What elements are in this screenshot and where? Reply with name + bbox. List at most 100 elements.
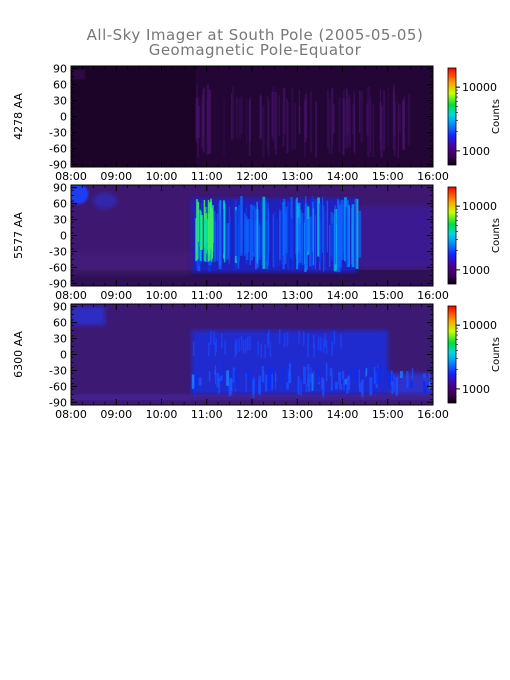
aurora-patch bbox=[365, 369, 367, 378]
aurora-patch bbox=[229, 378, 233, 396]
aurora-patch bbox=[423, 373, 426, 381]
aurora-streak bbox=[344, 197, 347, 262]
x-tick-label: 09:00 bbox=[100, 408, 132, 421]
streak bbox=[368, 86, 371, 157]
aurora-patch bbox=[386, 379, 389, 388]
aurora-streak bbox=[304, 211, 307, 263]
x-tick-label: 13:00 bbox=[281, 289, 313, 302]
streak bbox=[286, 103, 289, 154]
bright-streak bbox=[199, 210, 202, 248]
aurora-streak bbox=[291, 219, 294, 271]
x-tick-label: 14:00 bbox=[327, 408, 359, 421]
streak bbox=[315, 101, 317, 158]
streak bbox=[231, 93, 233, 140]
y-tick-label: -30 bbox=[49, 245, 67, 258]
aurora-streak bbox=[319, 203, 322, 263]
streak bbox=[291, 88, 294, 151]
aurora-patch bbox=[358, 382, 362, 392]
aurora-patch bbox=[263, 370, 265, 384]
aurora-streak bbox=[345, 206, 348, 267]
streak bbox=[262, 105, 265, 159]
aurora-patch bbox=[406, 371, 409, 389]
aurora-patch bbox=[228, 381, 231, 397]
x-tick-label: 15:00 bbox=[372, 289, 404, 302]
aurora-patch bbox=[395, 384, 399, 390]
y-tick-label: -90 bbox=[49, 277, 67, 290]
streak bbox=[393, 84, 395, 136]
streak bbox=[328, 97, 331, 155]
y-tick-label: 0 bbox=[60, 111, 67, 124]
streak bbox=[352, 103, 354, 135]
y-tick-label: -90 bbox=[49, 158, 67, 171]
aurora-streak bbox=[322, 196, 324, 253]
y-tick-label: -30 bbox=[49, 126, 67, 139]
aurora-streak bbox=[223, 203, 226, 263]
x-tick-label: 09:00 bbox=[100, 170, 132, 183]
colorbar-label: Counts bbox=[491, 218, 502, 253]
aurora-streak bbox=[250, 204, 253, 261]
y-tick-label: 90 bbox=[53, 301, 67, 314]
aurora-patch bbox=[288, 372, 292, 384]
bright-streak bbox=[207, 199, 210, 262]
streak bbox=[345, 92, 349, 149]
colorbar bbox=[447, 305, 457, 404]
streak bbox=[235, 97, 239, 139]
y-axis-label: 5577 AA bbox=[12, 212, 25, 259]
streak bbox=[344, 103, 346, 138]
aurora-patch bbox=[369, 377, 373, 396]
x-tick-label: 12:00 bbox=[236, 289, 268, 302]
aurora-patch bbox=[341, 371, 345, 380]
aurora-patch bbox=[365, 368, 368, 376]
streak bbox=[273, 91, 277, 151]
aurora-patch bbox=[245, 373, 247, 393]
y-tick-label: 30 bbox=[53, 333, 67, 346]
bright-streak bbox=[201, 215, 203, 250]
aurora-patch bbox=[376, 367, 380, 385]
streak bbox=[197, 105, 200, 138]
aurora-streak bbox=[295, 199, 297, 255]
aurora-streak bbox=[306, 218, 309, 252]
aurora-streak bbox=[252, 205, 256, 257]
x-tick-label: 10:00 bbox=[146, 289, 178, 302]
aurora-streak bbox=[351, 204, 355, 268]
y-tick-label: 30 bbox=[53, 214, 67, 227]
x-tick-label: 10:00 bbox=[146, 408, 178, 421]
aurora-patch bbox=[303, 366, 306, 385]
aurora-patch bbox=[344, 378, 348, 385]
aurora-patch bbox=[275, 372, 277, 390]
aurora-patch bbox=[268, 373, 271, 379]
aurora-streak bbox=[234, 210, 237, 256]
aurora-patch bbox=[192, 379, 196, 397]
y-tick-label: 0 bbox=[60, 230, 67, 243]
aurora-patch bbox=[428, 381, 431, 390]
aurora-streak bbox=[358, 210, 362, 258]
aurora-patch bbox=[400, 371, 403, 378]
y-tick-label: -90 bbox=[49, 396, 67, 409]
streak bbox=[268, 99, 270, 156]
x-tick-label: 14:00 bbox=[327, 170, 359, 183]
y-tick-label: -30 bbox=[49, 364, 67, 377]
aurora-patch bbox=[219, 375, 223, 382]
aurora-streak bbox=[273, 211, 276, 268]
aurora-streak bbox=[239, 196, 243, 256]
aurora-streak bbox=[328, 224, 331, 268]
aurora-patch bbox=[385, 365, 388, 380]
aurora-streak bbox=[267, 203, 269, 266]
aurora-patch bbox=[268, 370, 271, 389]
streak bbox=[209, 100, 212, 150]
x-tick-label: 15:00 bbox=[372, 408, 404, 421]
x-tick-label: 11:00 bbox=[191, 289, 223, 302]
y-axis-label: 4278 AA bbox=[12, 93, 25, 140]
x-tick-label: 12:00 bbox=[236, 408, 268, 421]
aurora-patch bbox=[297, 376, 300, 395]
streak bbox=[387, 87, 389, 146]
subtitle: Geomagnetic Pole-Equator bbox=[148, 41, 362, 59]
aurora-streak bbox=[324, 210, 327, 270]
aurora-patch bbox=[208, 371, 211, 382]
aurora-patch bbox=[391, 373, 395, 382]
aurora-streak bbox=[265, 198, 268, 262]
streak bbox=[271, 91, 274, 138]
